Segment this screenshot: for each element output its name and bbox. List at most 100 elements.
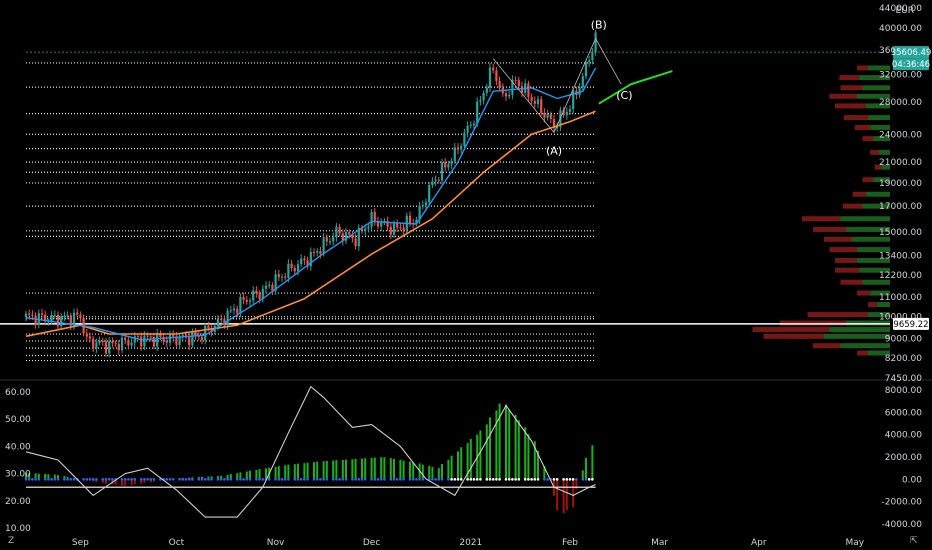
candle-body[interactable] [156,333,159,347]
candle-body[interactable] [63,316,66,318]
candle-body[interactable] [351,234,354,239]
candle-body[interactable] [520,86,524,93]
candle-body[interactable] [181,335,184,337]
candle-body[interactable] [101,340,104,342]
candle-body[interactable] [325,237,328,242]
candle-body[interactable] [143,335,146,347]
candle-body[interactable] [546,114,549,118]
candle-body[interactable] [175,336,178,345]
candle-body[interactable] [357,228,360,247]
candle-body[interactable] [572,90,575,110]
candle-body[interactable] [421,204,424,206]
candle-body[interactable] [258,293,261,300]
candle-body[interactable] [316,251,319,253]
candle-body[interactable] [319,251,322,254]
candle-body[interactable] [373,211,376,222]
candle-body[interactable] [367,226,370,229]
candle-body[interactable] [309,252,312,267]
candle-body[interactable] [66,315,69,317]
candle-body[interactable] [245,299,248,302]
candle-body[interactable] [482,93,485,101]
candle-body[interactable] [248,300,252,302]
candle-body[interactable] [380,221,383,227]
candle-body[interactable] [536,99,540,104]
candle-body[interactable] [114,343,117,345]
candle-body[interactable] [242,296,245,300]
candle-body[interactable] [194,331,197,336]
candle-body[interactable] [50,315,53,321]
candle-body[interactable] [85,333,88,337]
candle-body[interactable] [108,341,111,354]
candle-body[interactable] [184,335,188,337]
candle-body[interactable] [88,336,92,339]
sma-slow-line[interactable] [25,110,596,338]
candle-body[interactable] [517,80,520,87]
candle-body[interactable] [210,328,213,332]
candle-body[interactable] [463,132,466,146]
candle-body[interactable] [488,67,492,88]
candle-body[interactable] [120,337,124,351]
candle-body[interactable] [396,223,399,228]
candle-body[interactable] [290,263,293,269]
candle-body[interactable] [76,312,79,315]
candle-body[interactable] [565,111,568,116]
candle-body[interactable] [236,308,239,314]
candle-body[interactable] [578,87,581,95]
candle-body[interactable] [386,220,389,227]
candle-body[interactable] [31,314,34,316]
candle-body[interactable] [287,263,290,278]
candle-body[interactable] [392,223,396,235]
candle-body[interactable] [591,52,594,61]
candle-body[interactable] [444,162,447,168]
candle-body[interactable] [322,237,325,254]
candle-body[interactable] [549,114,552,119]
candle-body[interactable] [348,232,351,235]
candle-body[interactable] [117,343,120,351]
candle-body[interactable] [303,258,306,261]
candle-body[interactable] [408,215,412,224]
candle-body[interactable] [159,333,162,338]
candle-body[interactable] [511,79,514,95]
candle-body[interactable] [130,342,133,346]
candle-body[interactable] [124,337,127,340]
candle-body[interactable] [53,314,56,316]
projection-curve[interactable] [598,70,673,105]
candle-body[interactable] [200,336,204,341]
price-panel[interactable]: (B) (A) (C) [0,19,890,362]
candle-body[interactable] [72,312,76,326]
indicator-panel[interactable] [24,385,596,518]
sma-fast-line[interactable] [25,67,597,341]
candle-body[interactable] [60,316,63,327]
candle-body[interactable] [56,314,60,327]
candle-body[interactable] [280,276,284,278]
candle-body[interactable] [479,100,482,102]
candle-body[interactable] [104,341,108,354]
candle-body[interactable] [239,296,242,314]
candle-body[interactable] [418,205,421,220]
candle-body[interactable] [341,233,344,241]
candle-body[interactable] [264,285,268,289]
candle-body[interactable] [332,237,335,242]
candle-body[interactable] [466,125,469,133]
candle-body[interactable] [133,336,136,343]
candle-body[interactable] [389,226,392,235]
candle-body[interactable] [293,268,296,272]
candle-body[interactable] [588,60,591,63]
candle-body[interactable] [376,221,380,227]
candle-body[interactable] [149,336,152,338]
candle-body[interactable] [204,325,207,341]
candle-body[interactable] [360,228,364,232]
candle-body[interactable] [312,252,316,254]
candle-body[interactable] [440,162,444,181]
candle-body[interactable] [492,67,495,71]
candle-body[interactable] [165,340,168,343]
candle-body[interactable] [424,202,428,205]
candle-body[interactable] [556,126,559,129]
candle-body[interactable] [456,147,460,150]
candle-body[interactable] [354,238,357,247]
candle-body[interactable] [136,336,140,338]
adx-line[interactable] [25,385,596,518]
candle-body[interactable] [370,211,373,227]
candle-body[interactable] [533,100,536,104]
